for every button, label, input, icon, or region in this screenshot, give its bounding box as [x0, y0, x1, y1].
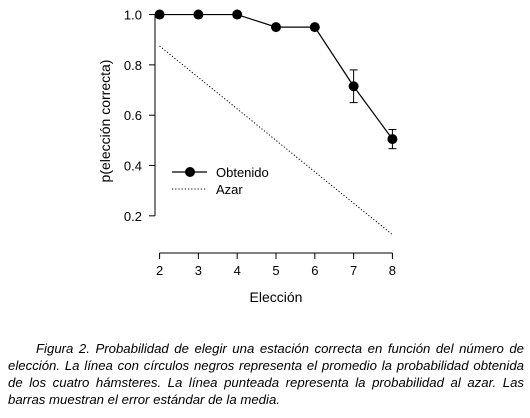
- x-axis: 2 3 4 5 6 7 8: [156, 252, 396, 278]
- figure-caption: Figura 2. Probabilidad de elegir una est…: [8, 341, 524, 407]
- data-point: [309, 22, 320, 33]
- y-tick-label: 0.2: [124, 209, 142, 224]
- x-tick-label: 3: [195, 263, 202, 278]
- obtained-line: [159, 13, 393, 140]
- x-tick-label: 8: [389, 263, 396, 278]
- x-tick-label: 4: [234, 263, 241, 278]
- chance-line: [159, 45, 393, 236]
- y-axis: 0.2 0.4 0.6 0.8 1.0: [124, 8, 156, 224]
- data-point: [271, 22, 281, 33]
- x-tick-label: 5: [272, 263, 279, 278]
- x-tick-label: 2: [156, 263, 163, 278]
- series-layer: [154, 9, 398, 236]
- x-tick-label: 6: [311, 263, 318, 278]
- y-axis-label: p(elección correcta): [97, 60, 113, 183]
- y-tick-label: 0.4: [124, 159, 142, 174]
- y-tick-label: 0.6: [124, 108, 142, 123]
- data-point: [154, 9, 165, 20]
- data-point: [387, 134, 398, 145]
- data-point: [232, 9, 243, 20]
- legend: Obtenido Azar: [172, 165, 269, 197]
- x-axis-label: Elección: [250, 289, 303, 305]
- legend-marker-obtained: [185, 167, 195, 177]
- x-tick-label: 7: [350, 263, 357, 278]
- chart: 0.2 0.4 0.6 0.8 1.0 2 3 4 5 6 7 8 Obtenido Azar p(e…: [97, 8, 398, 305]
- legend-label-chance: Azar: [216, 182, 243, 197]
- y-tick-label: 0.8: [124, 58, 142, 73]
- data-point: [193, 9, 204, 20]
- data-point: [348, 81, 359, 92]
- legend-label-obtained: Obtenido: [216, 165, 269, 180]
- y-tick-label: 1.0: [124, 8, 142, 23]
